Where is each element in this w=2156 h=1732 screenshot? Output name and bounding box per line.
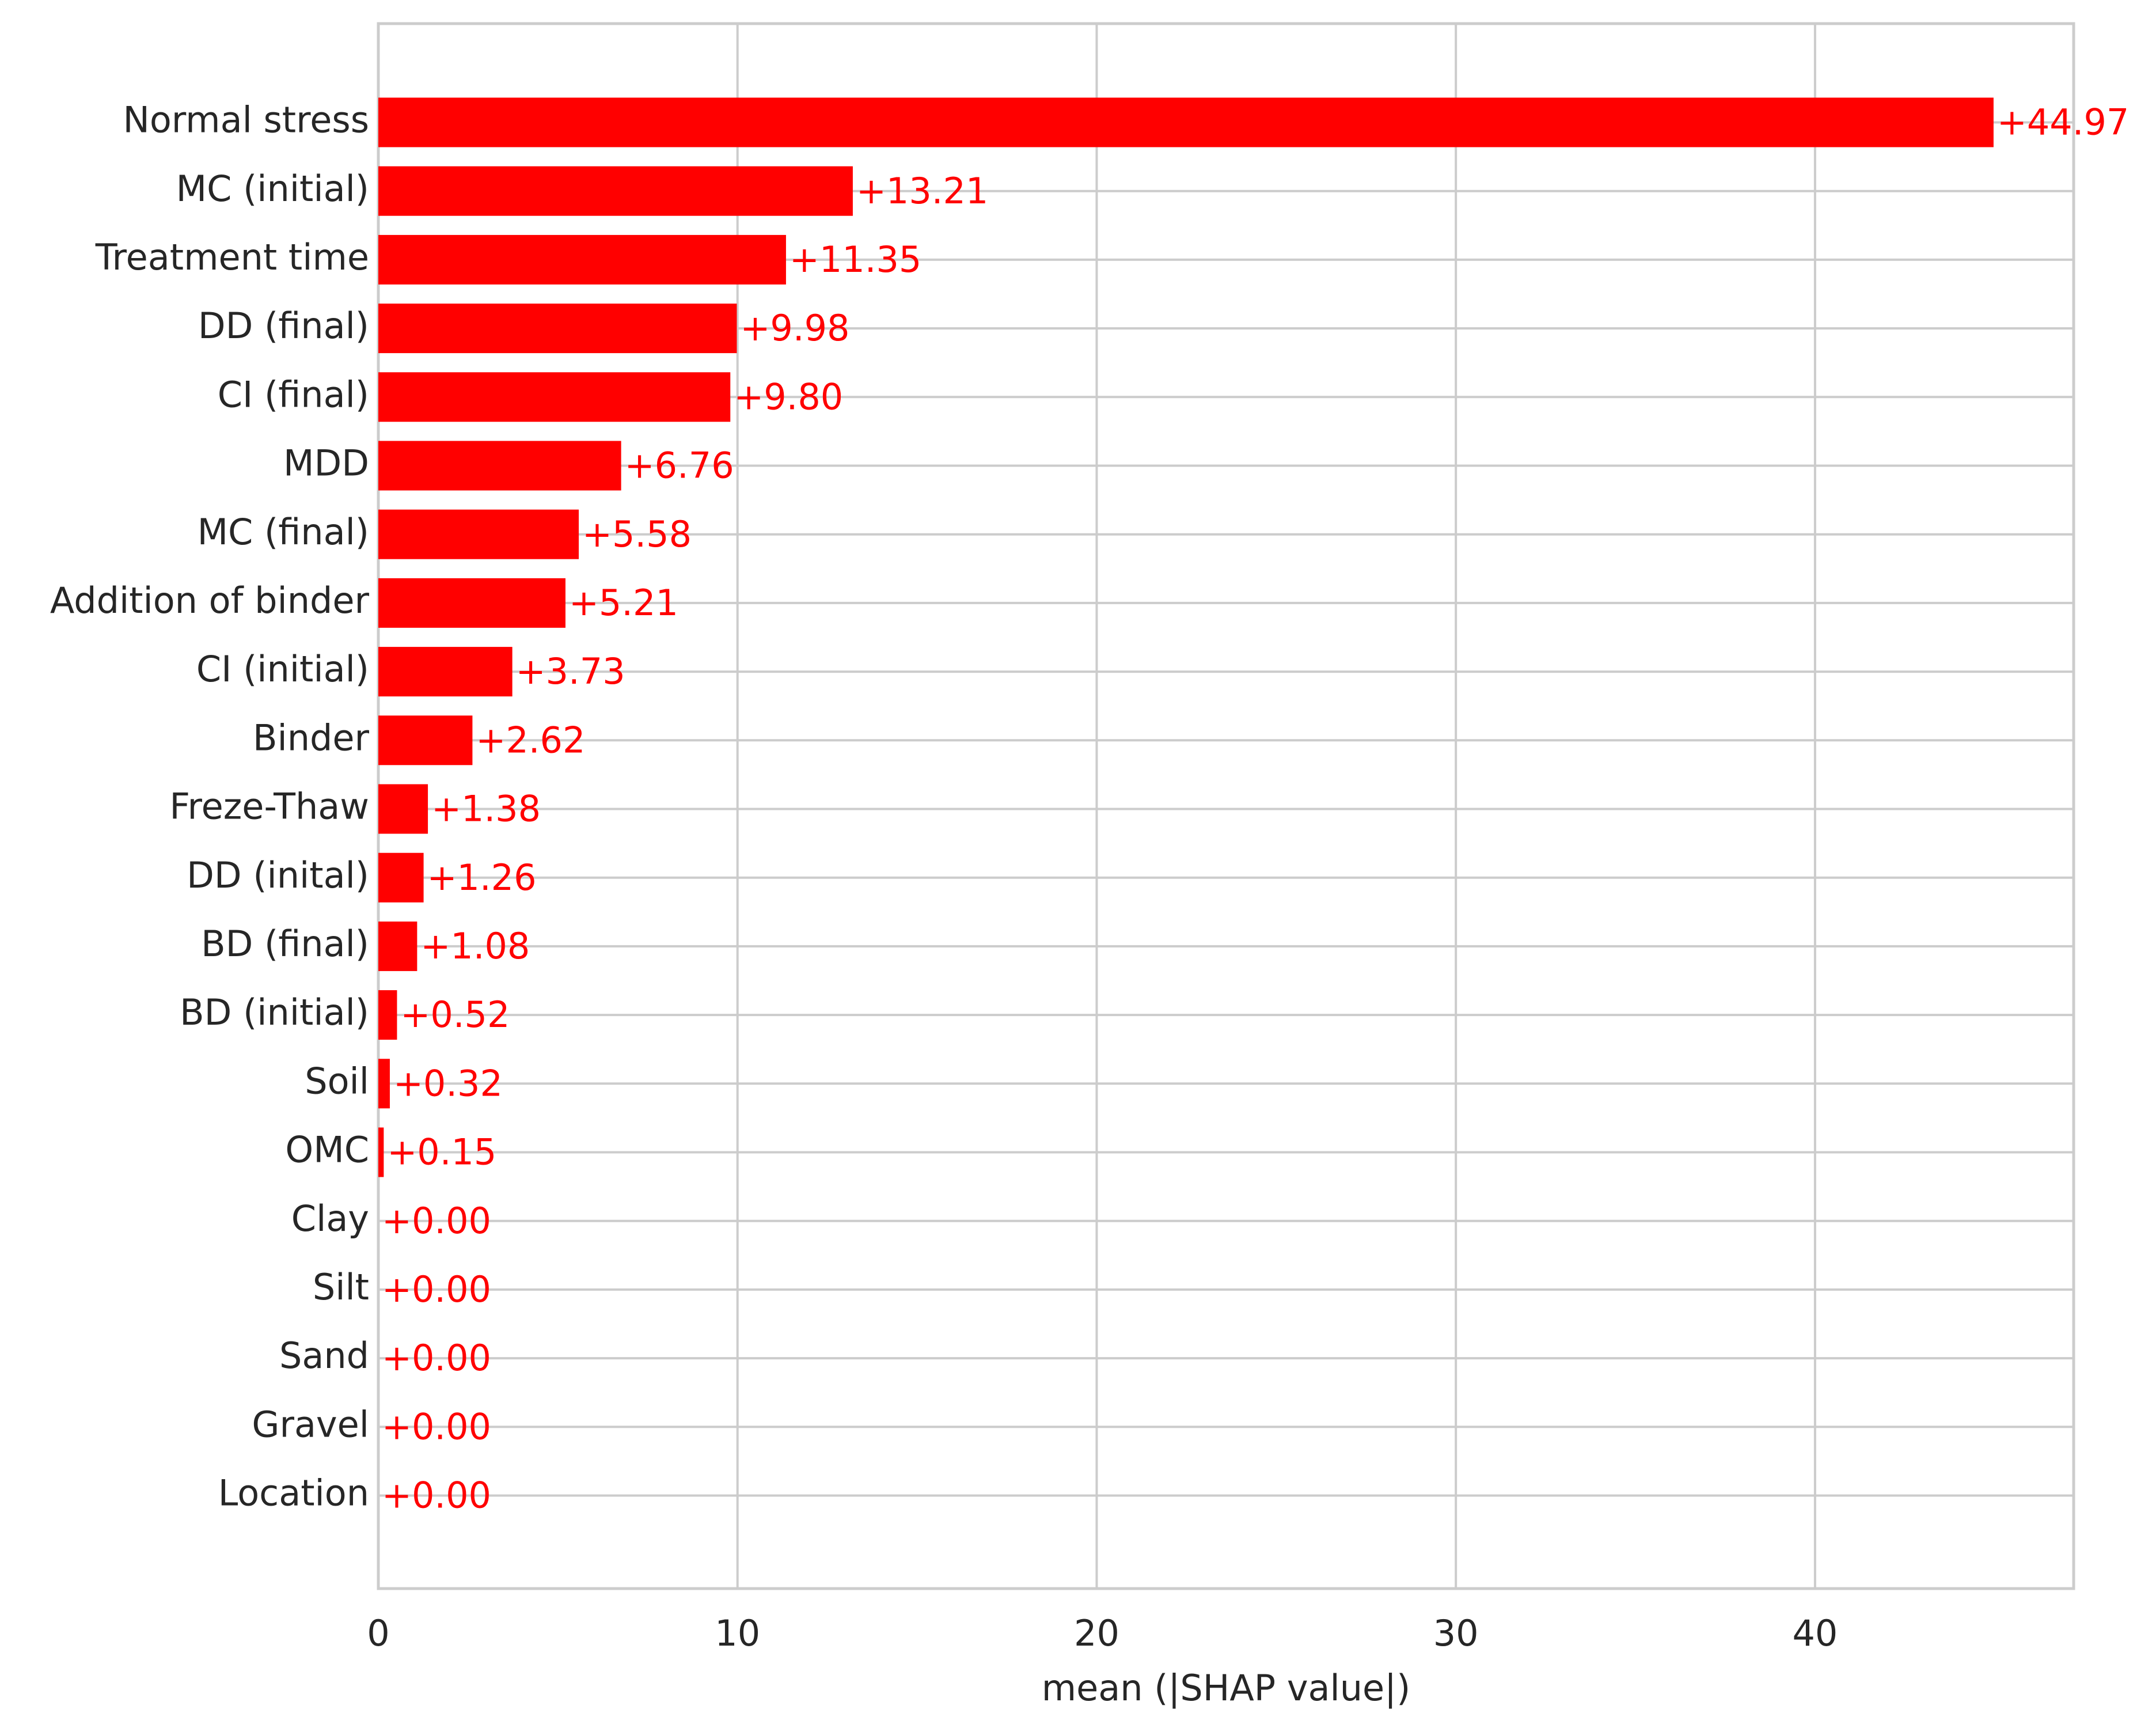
y-tick-label: MC (initial) <box>176 168 369 210</box>
y-tick-label: Sand <box>279 1335 369 1377</box>
y-tick-label: Soil <box>305 1060 369 1102</box>
y-tick-label: Normal stress <box>123 99 369 141</box>
y-tick-label: Binder <box>253 717 370 759</box>
value-label: +0.00 <box>382 1200 491 1242</box>
y-tick-label: Freze-Thaw <box>169 786 369 828</box>
value-label: +3.73 <box>516 650 625 692</box>
y-tick-label: OMC <box>285 1129 369 1171</box>
value-label: +0.00 <box>382 1405 491 1447</box>
bar <box>378 441 621 491</box>
value-label: +0.15 <box>387 1131 496 1173</box>
x-tick-label: 20 <box>1074 1612 1119 1654</box>
y-tick-label: DD (final) <box>198 305 369 347</box>
bar <box>378 166 853 216</box>
bar <box>378 852 424 903</box>
value-label: +1.38 <box>431 788 541 830</box>
y-tick-label: CI (initial) <box>196 648 369 690</box>
y-tick-label: DD (inital) <box>187 854 369 896</box>
value-label: +5.58 <box>582 513 692 555</box>
bar <box>378 304 737 354</box>
y-tick-label: Silt <box>313 1266 369 1308</box>
x-tick-label: 30 <box>1433 1612 1479 1654</box>
value-label: +1.26 <box>427 856 537 899</box>
bar <box>378 372 731 422</box>
y-tick-label: CI (final) <box>218 373 369 415</box>
value-label: +0.00 <box>382 1475 491 1517</box>
value-label: +0.00 <box>382 1268 491 1310</box>
value-label: +6.76 <box>625 445 734 487</box>
value-label: +13.21 <box>856 170 988 212</box>
value-label: +0.00 <box>382 1337 491 1379</box>
value-label: +2.62 <box>476 719 585 761</box>
value-label: +11.35 <box>789 238 921 281</box>
bar <box>378 1059 390 1109</box>
y-tick-label: Treatment time <box>95 236 369 278</box>
bar <box>378 921 417 971</box>
x-tick-label: 40 <box>1792 1612 1838 1654</box>
y-tick-label: Addition of binder <box>50 579 370 621</box>
x-axis-label: mean (|SHAP value|) <box>1042 1667 1411 1710</box>
bar <box>378 234 786 285</box>
y-tick-label: Gravel <box>252 1403 369 1445</box>
y-tick-label: Clay <box>291 1197 369 1240</box>
x-tick-label: 0 <box>367 1612 389 1654</box>
value-label: +0.32 <box>393 1062 503 1104</box>
y-tick-label: MC (final) <box>198 511 369 553</box>
y-tick-label: BD (initial) <box>180 991 369 1033</box>
y-tick-label: Location <box>218 1472 369 1514</box>
bar <box>378 784 428 834</box>
bar <box>378 990 397 1040</box>
y-tick-label: BD (final) <box>201 923 369 965</box>
bar <box>378 647 513 697</box>
bar <box>378 1127 384 1177</box>
bar <box>378 97 1994 147</box>
value-label: +0.52 <box>400 994 510 1036</box>
bar <box>378 578 565 628</box>
value-label: +9.80 <box>734 376 843 418</box>
value-label: +5.21 <box>569 582 678 624</box>
value-label: +1.08 <box>420 925 530 967</box>
value-label: +44.97 <box>1997 101 2129 143</box>
value-label: +9.98 <box>740 307 849 349</box>
bar <box>378 509 579 559</box>
x-tick-label: 10 <box>715 1612 760 1654</box>
bar <box>378 715 473 765</box>
y-tick-label: MDD <box>283 442 369 484</box>
